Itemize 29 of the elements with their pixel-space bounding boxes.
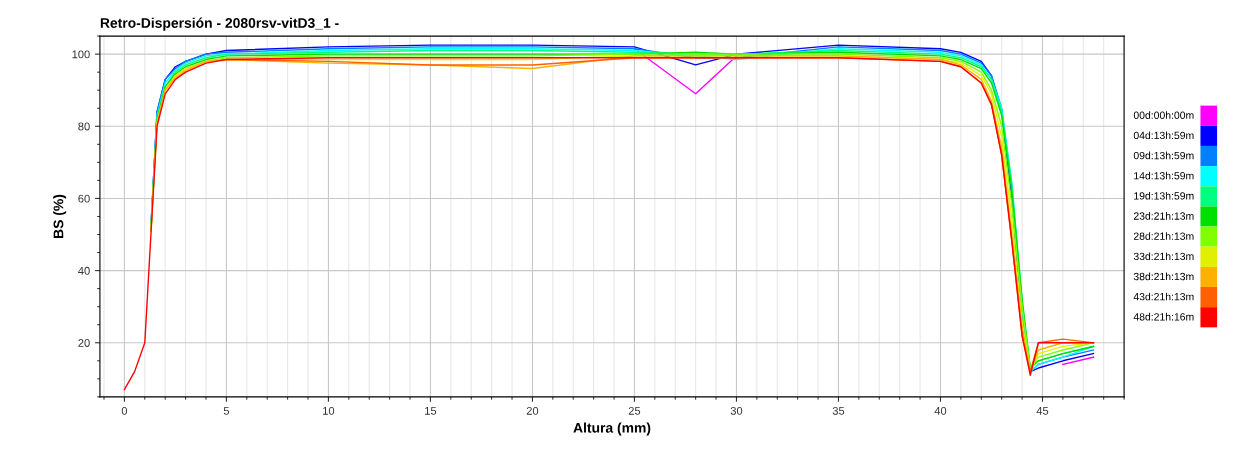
x-tick-label: 15: [425, 407, 437, 415]
y-axis-title: BS (%): [53, 194, 67, 238]
x-tick-label: 20: [526, 406, 539, 415]
x-tick-label: 0: [121, 406, 128, 415]
chart-title: Retro-Dispersión - 2080rsv-vitD3_1 -: [100, 17, 339, 31]
x-tick-label: 45: [1036, 407, 1049, 415]
x-axis-title: Altura (mm): [573, 422, 651, 436]
legend-label: 09d:13h:59m: [1133, 151, 1194, 160]
y-tick-label: 60: [78, 194, 90, 203]
legend-label: 38d:21h:13m: [1133, 272, 1194, 281]
y-tick-label: 100: [72, 50, 90, 59]
legend-label: 14d:13h:59m: [1134, 171, 1194, 180]
x-tick-label: 30: [730, 406, 743, 415]
y-tick-label: 40: [78, 266, 90, 275]
x-tick-label: 40: [934, 406, 947, 415]
x-tick-label: 5: [223, 407, 230, 415]
legend-label: 33d:21h:13m: [1133, 252, 1194, 261]
legend-label: 43d:21h:13m: [1133, 292, 1194, 301]
legend-label: 19d:13h:59m: [1134, 191, 1194, 200]
x-tick-label: 25: [628, 406, 641, 415]
y-tick-label: 20: [78, 339, 90, 347]
legend-label: 04d:13h:59m: [1133, 131, 1194, 140]
legend-label: 00d:00h:00m: [1133, 111, 1194, 119]
legend-label: 23d:21h:13m: [1133, 212, 1194, 220]
y-tick-label: 80: [78, 122, 90, 131]
legend-label: 48d:21h:16m: [1133, 312, 1194, 321]
legend-label: 28d:21h:13m: [1133, 232, 1194, 240]
x-tick-label: 35: [832, 406, 845, 415]
x-tick-label: 10: [323, 406, 335, 415]
